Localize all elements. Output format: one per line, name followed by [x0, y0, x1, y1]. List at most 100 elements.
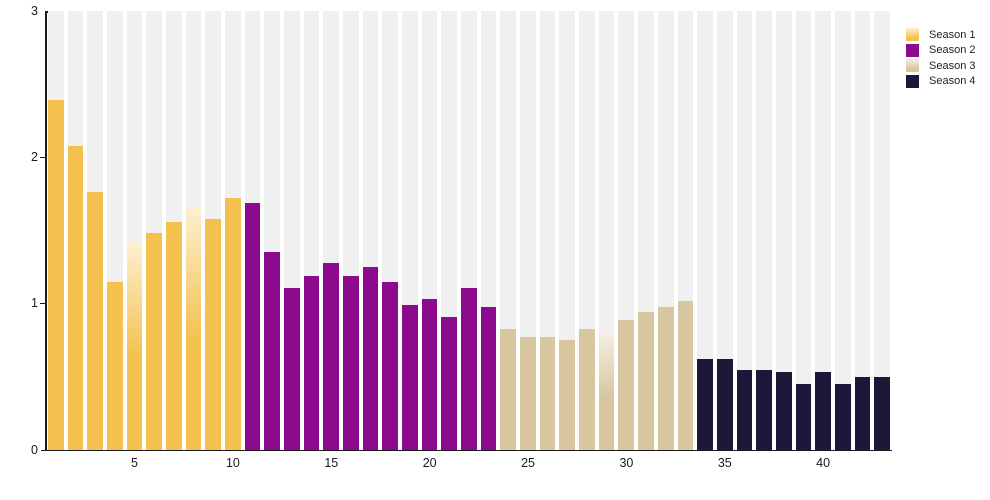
- bar-slot: [557, 11, 577, 450]
- bar-season-3-x32: [657, 306, 674, 450]
- bar-slot: [223, 11, 243, 450]
- bar-season-3-x30: [618, 319, 635, 450]
- legend-item: Season 2: [906, 43, 975, 57]
- bar-slot: [105, 11, 125, 450]
- x-tick-label: 10: [225, 456, 240, 470]
- bar-slot: [518, 11, 538, 450]
- bar-season-4-x42: [854, 376, 871, 450]
- x-tick-label: 30: [619, 456, 634, 470]
- bar-slot: [380, 11, 400, 450]
- bar-slot: [754, 11, 774, 450]
- y-tick-label: 2: [31, 149, 38, 164]
- bar-season-4-x34: [697, 359, 713, 450]
- bar-season-4-x38: [775, 372, 792, 450]
- x-axis-line: [41, 449, 892, 451]
- x-tick-label: 5: [131, 456, 139, 470]
- bar-season-1-x1: [48, 100, 64, 450]
- bar-season-2-x23: [480, 306, 497, 450]
- bar-season-2-x11: [244, 202, 261, 450]
- legend-swatch-season-1: [906, 28, 919, 41]
- bar-slot: [125, 11, 145, 450]
- bar-season-2-x21: [441, 316, 458, 450]
- bar-slot: [833, 11, 853, 450]
- x-tick-label: 25: [521, 456, 535, 470]
- bar-slot: [479, 11, 499, 450]
- bar-season-3-x31: [638, 312, 654, 450]
- bar-background-band: [736, 11, 753, 450]
- bar-season-1-x2: [67, 145, 84, 450]
- bar-slot: [636, 11, 656, 450]
- x-tick-label: 40: [816, 456, 831, 470]
- bar-slot: [735, 11, 755, 450]
- bar-slot: [459, 11, 479, 450]
- bar-slot: [144, 11, 164, 450]
- bar-slot: [243, 11, 263, 450]
- x-tick-label: 20: [422, 456, 437, 470]
- bar-background-band: [795, 11, 812, 450]
- bar-background-band: [775, 11, 792, 450]
- bar-slot: [794, 11, 814, 450]
- bar-season-1-x7: [166, 221, 182, 450]
- bar-slot: [361, 11, 381, 450]
- bar-slot: [676, 11, 696, 450]
- bar-slot: [715, 11, 735, 450]
- bar-slot: [577, 11, 597, 450]
- bar-slot: [538, 11, 558, 450]
- y-tick-label: 1: [31, 296, 38, 311]
- bar-slot: [695, 11, 715, 450]
- bar-slot: [616, 11, 636, 450]
- bar-slot: [321, 11, 341, 450]
- bar-slot: [341, 11, 361, 450]
- bar-season-4-x37: [756, 369, 772, 450]
- bar-season-2-x12: [264, 252, 281, 450]
- legend-swatch-season-3: [906, 59, 919, 72]
- bar-slot: [400, 11, 420, 450]
- y-axis-line: [45, 11, 47, 451]
- legend: Season 1 Season 2 Season 3 Season 4: [906, 28, 975, 90]
- y-tick-label: 3: [31, 3, 38, 18]
- bar-season-4-x41: [834, 384, 851, 450]
- bar-slot: [597, 11, 617, 450]
- y-tick-label: 0: [31, 442, 38, 457]
- legend-item-label: Season 1: [929, 28, 976, 41]
- bar-slot: [282, 11, 302, 450]
- bar-season-3-x26: [539, 337, 556, 450]
- bar-season-1-x6: [146, 233, 163, 450]
- bar-slot: [439, 11, 459, 450]
- bar-season-3-x33: [677, 300, 694, 450]
- bar-slot: [164, 11, 184, 450]
- bar-slot: [203, 11, 223, 450]
- bar-slot: [46, 11, 66, 450]
- legend-item-label: Season 4: [929, 75, 976, 87]
- bar-season-2-x14: [303, 275, 320, 450]
- bar-season-4-x43: [874, 376, 890, 450]
- bar-season-2-x16: [343, 275, 359, 450]
- bar-background-band: [756, 11, 772, 450]
- bar-season-1-x8: [185, 207, 202, 450]
- legend-item: Season 4: [906, 74, 976, 88]
- bar-background-band: [834, 11, 851, 450]
- x-tick-label: 15: [324, 456, 339, 470]
- legend-swatch-season-2: [906, 43, 919, 57]
- bar-season-1-x10: [225, 198, 241, 450]
- legend-swatch-season-4: [906, 74, 919, 88]
- x-tick-label: 35: [717, 456, 732, 470]
- legend-item: Season 3: [906, 59, 975, 72]
- bar-slot: [872, 11, 892, 450]
- bar-season-2-x18: [382, 281, 399, 450]
- bar-slot: [813, 11, 833, 450]
- bar-season-2-x22: [461, 287, 477, 450]
- bar-background-band: [815, 11, 831, 450]
- bar-slot: [262, 11, 282, 450]
- bar-slot: [853, 11, 873, 450]
- bar-season-4-x36: [736, 369, 753, 450]
- bar-slot: [85, 11, 105, 450]
- bar-slot: [66, 11, 86, 450]
- bar-season-2-x15: [323, 262, 340, 450]
- bar-season-3-x28: [579, 328, 595, 450]
- bar-season-4-x39: [795, 384, 812, 450]
- bar-background-band: [697, 11, 713, 450]
- bar-season-2-x13: [284, 287, 300, 450]
- bar-background-band: [854, 11, 871, 450]
- bar-slot: [774, 11, 794, 450]
